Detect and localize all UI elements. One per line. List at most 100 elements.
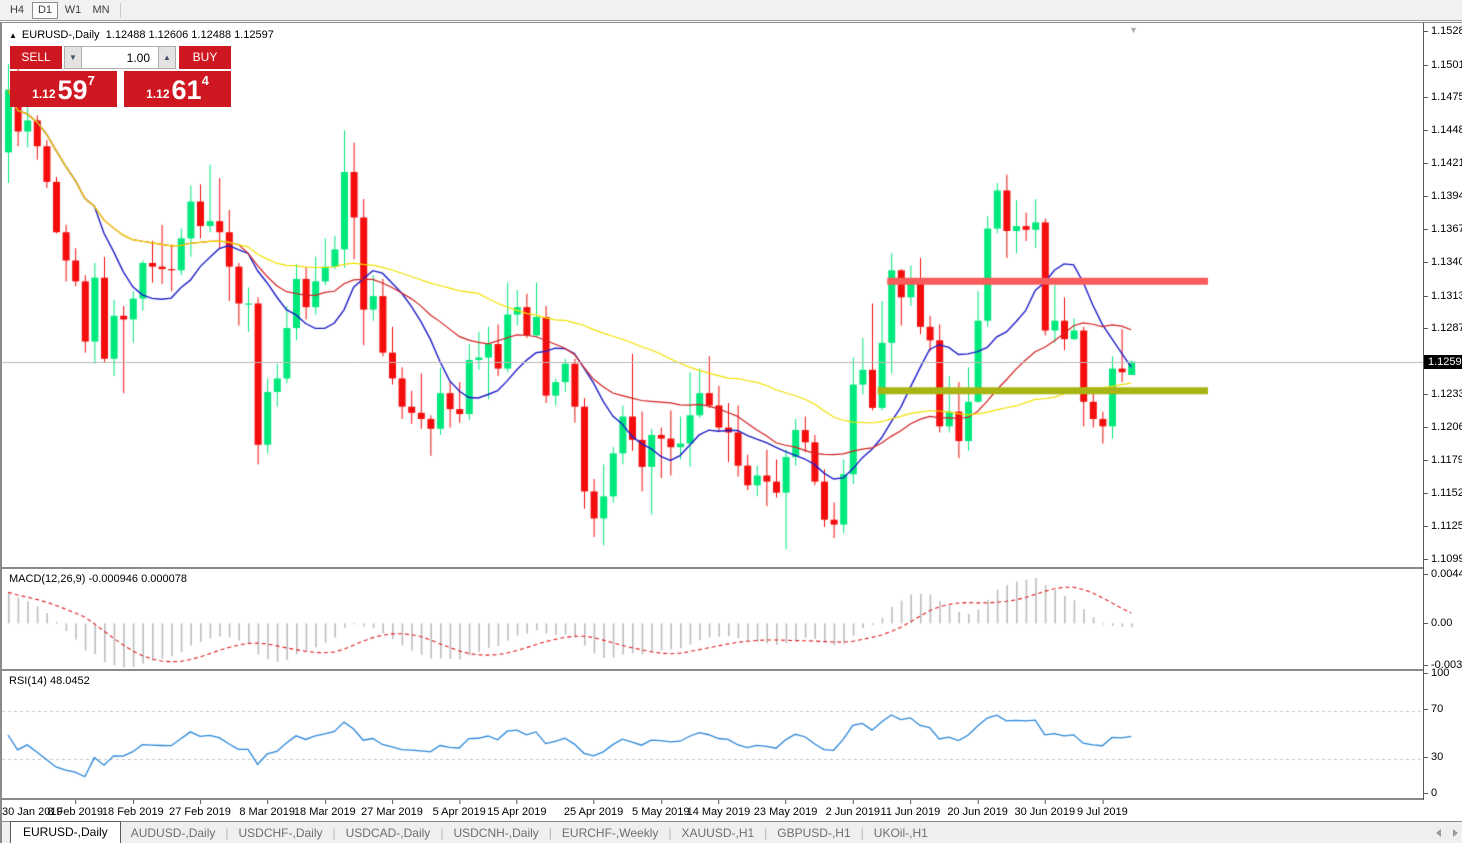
sell-price-pip: 7 bbox=[87, 73, 95, 88]
date-axis-label: 30 Jun 2019 bbox=[1015, 800, 1075, 818]
chart-window: ▲ EURUSD-,Daily 1.12488 1.12606 1.12488 1… bbox=[0, 22, 1462, 843]
timeframe-toolbar: H4 D1 W1 MN bbox=[0, 0, 1462, 21]
date-axis-label: 18 Mar 2019 bbox=[294, 800, 356, 818]
volume-input[interactable] bbox=[82, 46, 158, 69]
sell-button[interactable]: SELL bbox=[10, 46, 62, 69]
price-axis-label: 1.14210 bbox=[1424, 157, 1462, 169]
macd-axis-label: 0.00 bbox=[1424, 617, 1452, 629]
chart-title: ▲ EURUSD-,Daily 1.12488 1.12606 1.12488 1… bbox=[9, 29, 274, 41]
date-axis-label: 25 Apr 2019 bbox=[564, 800, 623, 818]
price-axis-label: 1.11525 bbox=[1424, 487, 1462, 499]
date-axis-label: 8 Feb 2019 bbox=[47, 800, 103, 818]
tab-separator: | bbox=[860, 826, 864, 840]
price-axis-label: 1.13675 bbox=[1424, 223, 1462, 235]
rsi-axis-label: 30 bbox=[1424, 751, 1443, 763]
price-axis-label: 1.14480 bbox=[1424, 124, 1462, 136]
tab-separator: | bbox=[668, 826, 672, 840]
date-axis-label: 18 Feb 2019 bbox=[102, 800, 164, 818]
rsi-axis-label: 0 bbox=[1424, 787, 1437, 799]
toolbar-separator bbox=[120, 2, 121, 18]
price-axis-label: 1.15285 bbox=[1424, 25, 1462, 37]
price-axis-label: 1.13945 bbox=[1424, 190, 1462, 202]
date-axis-label: 8 Mar 2019 bbox=[239, 800, 295, 818]
pane-separator[interactable] bbox=[2, 669, 1462, 671]
one-click-trade-panel: SELL ▼ ▲ BUY 1.12 59 7 1.12 61 4 bbox=[10, 46, 231, 107]
chart-tab-eurchf-weekly[interactable]: EURCHF-,Weekly bbox=[561, 826, 659, 840]
current-price-tag: 1.12597 bbox=[1424, 354, 1462, 369]
tab-separator: | bbox=[225, 826, 229, 840]
timeframe-mn-button[interactable]: MN bbox=[92, 3, 110, 16]
rsi-label: RSI(14) 48.0452 bbox=[9, 675, 90, 687]
chart-tab-ukoil-h1[interactable]: UKOil-,H1 bbox=[873, 826, 928, 840]
tab-separator: | bbox=[332, 826, 336, 840]
chart-tab-usdcad-daily[interactable]: USDCAD-,Daily bbox=[345, 826, 431, 840]
date-axis-label: 15 Apr 2019 bbox=[487, 800, 546, 818]
pane-separator[interactable] bbox=[2, 567, 1462, 569]
date-axis-label: 11 Jun 2019 bbox=[881, 800, 940, 818]
pane-separator bbox=[2, 798, 1462, 800]
price-axis-label: 1.15015 bbox=[1424, 59, 1462, 71]
buy-price-prefix: 1.12 bbox=[146, 87, 170, 101]
buy-price-display[interactable]: 1.12 61 4 bbox=[124, 71, 231, 107]
date-axis-label: 14 May 2019 bbox=[687, 800, 750, 818]
price-axis-label: 1.12330 bbox=[1424, 388, 1462, 400]
timeframe-d1-button[interactable]: D1 bbox=[32, 1, 58, 19]
sell-price-display[interactable]: 1.12 59 7 bbox=[10, 71, 117, 107]
chart-symbol-label: EURUSD-,Daily bbox=[21, 29, 100, 41]
date-axis-label: 20 Jun 2019 bbox=[947, 800, 1008, 818]
buy-button[interactable]: BUY bbox=[179, 46, 231, 69]
macd-label: MACD(12,26,9) -0.000946 0.000078 bbox=[9, 573, 187, 585]
sell-price-prefix: 1.12 bbox=[32, 87, 56, 101]
chart-tab-usdchf-daily[interactable]: USDCHF-,Daily bbox=[238, 826, 323, 840]
tab-scroll-left-icon[interactable] bbox=[1436, 829, 1441, 837]
price-axis-label: 1.13135 bbox=[1424, 290, 1462, 302]
price-pane: ▲ EURUSD-,Daily 1.12488 1.12606 1.12488 1… bbox=[2, 24, 1423, 567]
price-axis-label: 1.11255 bbox=[1424, 520, 1462, 532]
price-axis-label: 1.12065 bbox=[1424, 421, 1462, 433]
timeframe-h4-button[interactable]: H4 bbox=[9, 3, 25, 16]
date-axis-label: 30 Jan 2019 bbox=[2, 806, 63, 818]
chart-ohlc-values: 1.12488 1.12606 1.12488 1.12597 bbox=[105, 29, 274, 41]
date-axis-label: 27 Mar 2019 bbox=[361, 800, 423, 818]
price-axis[interactable]: 1.15285 1.15015 1.14750 1.14480 1.14210 1.139… bbox=[1423, 23, 1462, 800]
rsi-axis-label: 100 bbox=[1424, 667, 1449, 679]
macd-canvas[interactable] bbox=[2, 569, 1423, 669]
price-chart-canvas[interactable] bbox=[2, 24, 1423, 567]
chart-shift-marker-icon[interactable]: ▼ bbox=[1129, 25, 1138, 35]
buy-price-pip: 4 bbox=[201, 73, 209, 88]
tab-scroll-right-icon[interactable] bbox=[1453, 829, 1458, 837]
tab-separator: | bbox=[548, 826, 552, 840]
date-axis-label: 5 May 2019 bbox=[632, 800, 690, 818]
macd-axis-label: 0.004465 bbox=[1424, 568, 1462, 580]
chart-tab-usdcnh-daily[interactable]: USDCNH-,Daily bbox=[453, 826, 539, 840]
tab-separator: | bbox=[440, 826, 444, 840]
timeframe-w1-button[interactable]: W1 bbox=[64, 3, 82, 16]
date-axis-label: 5 Apr 2019 bbox=[433, 800, 486, 818]
date-axis-label: 23 May 2019 bbox=[754, 800, 817, 818]
macd-axis-label: -0.003715 bbox=[1424, 659, 1462, 671]
volume-increase-button[interactable]: ▲ bbox=[158, 46, 176, 69]
rsi-canvas[interactable] bbox=[2, 671, 1423, 798]
date-axis-label: 27 Feb 2019 bbox=[169, 800, 231, 818]
buy-price-main: 61 bbox=[171, 75, 202, 105]
price-axis-label: 1.14750 bbox=[1424, 91, 1462, 103]
chart-tab-eurusd-daily[interactable]: EURUSD-,Daily bbox=[10, 820, 121, 843]
chart-tab-gbpusd-h1[interactable]: GBPUSD-,H1 bbox=[777, 826, 851, 840]
price-axis-label: 1.12870 bbox=[1424, 322, 1462, 334]
chart-tab-audusd-daily[interactable]: AUDUSD-,Daily bbox=[130, 826, 216, 840]
rsi-pane: RSI(14) 48.0452 bbox=[2, 671, 1423, 798]
chart-tab-bar: EURUSD-,Daily AUDUSD-,Daily | USDCHF-,Daily… bbox=[2, 820, 1462, 843]
rsi-axis-label: 70 bbox=[1424, 703, 1443, 715]
price-axis-label: 1.11795 bbox=[1424, 454, 1462, 466]
date-axis[interactable]: 30 Jan 2019 8 Feb 2019 18 Feb 2019 27 Feb 2… bbox=[2, 800, 1462, 821]
collapse-arrow-icon[interactable]: ▲ bbox=[9, 31, 17, 40]
date-axis-label: 9 Jul 2019 bbox=[1077, 800, 1128, 818]
macd-pane: MACD(12,26,9) -0.000946 0.000078 bbox=[2, 569, 1423, 669]
sell-price-main: 59 bbox=[57, 75, 88, 105]
volume-decrease-button[interactable]: ▼ bbox=[64, 46, 82, 69]
date-axis-label: 2 Jun 2019 bbox=[826, 800, 880, 818]
tab-separator: | bbox=[764, 826, 768, 840]
chart-tab-xauusd-h1[interactable]: XAUUSD-,H1 bbox=[681, 826, 755, 840]
